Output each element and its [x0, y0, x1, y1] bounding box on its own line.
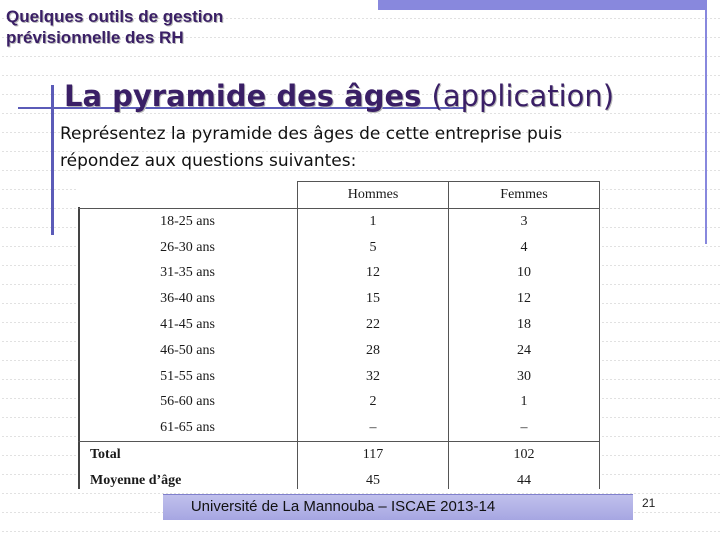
- footer-text: Université de La Mannouba – ISCAE 2013-1…: [190, 498, 496, 515]
- right-decoration-rule: [705, 10, 707, 244]
- total-women-cell: 102: [448, 441, 600, 468]
- page-number: 21: [642, 496, 656, 510]
- instruction-text: Représentez la pyramide des âges de cett…: [60, 121, 680, 175]
- women-count-cell: 18: [448, 312, 600, 338]
- men-count-cell: 2: [296, 389, 449, 416]
- table-row: 36-40 ans 15 12: [78, 286, 600, 313]
- mean-age-row: Moyenne d’âge 45 44: [78, 467, 600, 489]
- table-row: 61-65 ans – –: [78, 415, 600, 442]
- column-header-age: [78, 181, 298, 209]
- instruction-line1: Représentez la pyramide des âges de cett…: [60, 124, 563, 144]
- table-row: 46-50 ans 28 24: [78, 337, 600, 364]
- section-header-line1: Quelques outils de gestion: [6, 7, 224, 26]
- men-count-cell: 15: [296, 286, 449, 313]
- age-range-cell: 51-55 ans: [160, 368, 215, 384]
- men-count-cell: 5: [296, 234, 449, 261]
- age-range-cell: 31-35 ans: [160, 265, 215, 281]
- slide-title-main: La pyramide des âges: [64, 79, 422, 113]
- table-row: 51-55 ans 32 30: [78, 363, 600, 390]
- women-count-cell: 24: [448, 337, 600, 364]
- table-row: 31-35 ans 12 10: [78, 260, 600, 287]
- slide-title: La pyramide des âges (application): [64, 78, 614, 114]
- table-row: 26-30 ans 5 4: [78, 234, 600, 261]
- men-count-cell: 32: [296, 363, 449, 390]
- table-row: 41-45 ans 22 18: [78, 312, 600, 338]
- age-range-cell: 26-30 ans: [160, 239, 215, 255]
- men-count-cell: 22: [296, 312, 449, 338]
- age-range-cell: 41-45 ans: [160, 317, 215, 333]
- women-count-cell: 3: [448, 207, 600, 235]
- section-header: Quelques outils de gestion prévisionnell…: [6, 6, 223, 48]
- footer-bar: [163, 494, 633, 520]
- title-underline: [18, 107, 466, 109]
- age-range-cell: 46-50 ans: [160, 342, 215, 358]
- slide-title-suffix: (application): [431, 79, 615, 113]
- total-men-cell: 117: [296, 441, 449, 468]
- total-row: Total 117 102: [78, 441, 600, 468]
- top-decoration-bar: [378, 0, 707, 10]
- age-range-cell: 36-40 ans: [160, 291, 215, 307]
- table-header-row: Hommes Femmes: [78, 181, 600, 209]
- age-pyramid-table-image: Hommes Femmes 18-25 ans 1 3 26-30 ans 5 4 31-3…: [78, 181, 600, 489]
- table-row: 18-25 ans 1 3: [78, 207, 600, 235]
- age-pyramid-table: Hommes Femmes 18-25 ans 1 3 26-30 ans 5 4 31-3…: [78, 181, 600, 489]
- column-header-men: Hommes: [296, 181, 449, 209]
- women-count-cell: 4: [448, 234, 600, 261]
- women-count-cell: 10: [448, 260, 600, 287]
- total-label-cell: Total: [78, 441, 298, 468]
- women-count-cell: –: [448, 415, 600, 442]
- mean-age-men-cell: 45: [296, 467, 449, 489]
- table-body: 18-25 ans 1 3 26-30 ans 5 4 31-35 ans 12 10 36-40…: [78, 207, 600, 489]
- age-range-cell: 61-65 ans: [160, 420, 215, 436]
- instruction-line2: répondez aux questions suivantes:: [60, 151, 357, 171]
- age-range-cell: 56-60 ans: [160, 394, 215, 410]
- women-count-cell: 1: [448, 389, 600, 416]
- table-row: 56-60 ans 2 1: [78, 389, 600, 416]
- mean-age-label-cell: Moyenne d’âge: [90, 472, 182, 488]
- men-count-cell: 1: [296, 207, 449, 235]
- column-header-women: Femmes: [448, 181, 600, 209]
- men-count-cell: 12: [296, 260, 449, 287]
- women-count-cell: 12: [448, 286, 600, 313]
- left-decoration-rule: [51, 85, 54, 235]
- mean-age-women-cell: 44: [448, 467, 600, 489]
- women-count-cell: 30: [448, 363, 600, 390]
- men-count-cell: 28: [296, 337, 449, 364]
- age-range-cell: 18-25 ans: [78, 207, 298, 235]
- men-count-cell: –: [296, 415, 449, 442]
- section-header-line2: prévisionnelle des RH: [6, 28, 184, 47]
- table-left-border: [78, 207, 80, 489]
